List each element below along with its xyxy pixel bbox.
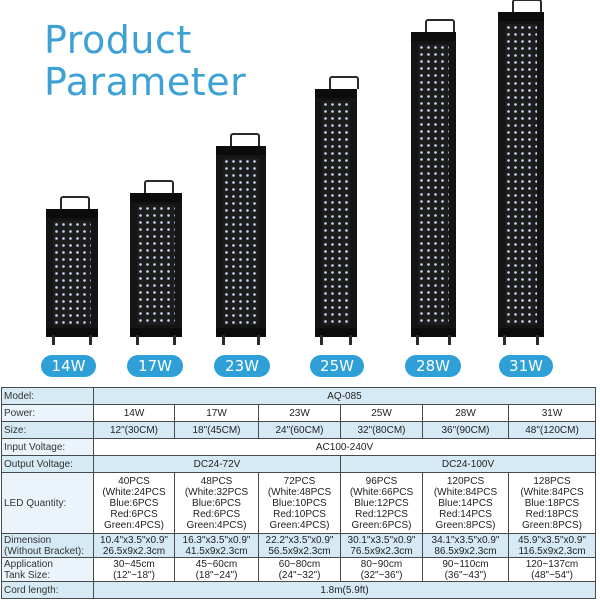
title-line-1: Product [44,18,192,62]
led-light-bar-25w [315,76,359,345]
led-light-bar-31w [498,0,544,345]
led-quantity-cell: 96PCS (White:66PCS Blue:12PCS Red:12PCS Gree… [340,472,423,534]
led-light-bar-14w [46,196,98,345]
dimension-cell: 10.4"x3.5"x0.9" 26.5x9x2.3cm [93,533,175,558]
tank-size-cell: 120~137cm (48"~54") [508,557,596,582]
size-cell: 36"(90CM) [422,421,509,439]
row-size: Size: 12"(30CM) 18"(45CM) 24"(60CM) 32"(… [1,421,596,439]
model-label: Model: [1,387,94,405]
led-light-bar-17w [130,180,182,345]
badge-23w: 23W [214,355,270,377]
row-cord-length: Cord length: 1.8m(5.9ft) [1,581,596,599]
size-cell: 32"(80CM) [340,421,423,439]
dimension-cell: 30.1"x3.5"x0.9" 76.5x9x2.3cm [340,533,423,558]
size-cell: 12"(30CM) [93,421,175,439]
tank-size-label: Application Tank Size: [1,557,94,582]
power-cell: 14W [93,404,175,422]
badge-17w: 17W [127,355,183,377]
tank-size-cell: 80~90cm (32"~36") [340,557,423,582]
dimension-cell: 34.1"x3.5"x0.9" 86.5x9x2.3cm [422,533,509,558]
power-cell: 23W [258,404,341,422]
row-dimension: Dimension (Without Bracket): 10.4"x3.5"x0… [1,533,596,558]
bracket-hook [512,0,542,12]
size-cell: 24"(60CM) [258,421,341,439]
power-label: Power: [1,404,94,422]
badge-25w: 25W [310,355,364,377]
row-led-quantity: LED Quantity: 40PCS (White:24PCS Blue:6PCS… [1,472,596,534]
led-light-bar-23w [216,133,266,345]
bracket-hook [144,180,174,193]
tank-size-cell: 45~60cm (18"~24") [174,557,259,582]
power-cell: 25W [340,404,423,422]
dimension-cell: 22.2"x3.5"x0.9" 56.5x9x2.3cm [258,533,341,558]
power-cell: 31W [508,404,596,422]
badge-31w: 31W [499,355,553,377]
badge-28w: 28W [405,355,461,377]
bracket-hook [60,196,90,209]
size-cell: 48"(120CM) [508,421,596,439]
output-voltage-label: Output Voltage: [1,455,94,473]
tank-size-cell: 30~45cm (12"~18") [93,557,175,582]
row-model: Model: AQ-085 [1,387,596,405]
size-label: Size: [1,421,94,439]
input-voltage-label: Input Voltage: [1,438,94,456]
tank-size-cell: 60~80cm (24"~32") [258,557,341,582]
dimension-cell: 16.3"x3.5"x0.9" 41.5x9x2.3cm [174,533,259,558]
bracket-hook [329,76,359,89]
row-tank-size: Application Tank Size: 30~45cm (12"~18") 4… [1,557,596,582]
led-quantity-cell: 48PCS (White:32PCS Blue:6PCS Red:6PCS Green:… [174,472,259,534]
input-voltage-value: AC100-240V [93,438,596,456]
cord-length-value: 1.8m(5.9ft) [93,581,596,599]
size-cell: 18"(45CM) [174,421,259,439]
model-value: AQ-085 [93,387,596,405]
output-voltage-group-1: DC24-72V [93,455,341,473]
led-quantity-cell: 120PCS (White:84PCS Blue:14PCS Red:14PCS Gre… [422,472,509,534]
led-quantity-cell: 40PCS (White:24PCS Blue:6PCS Red:6PCS Green:… [93,472,175,534]
bracket-hook [425,19,455,32]
badge-14w: 14W [41,355,96,377]
row-power: Power: 14W 17W 23W 25W 28W 31W [1,404,596,422]
led-quantity-label: LED Quantity: [1,472,94,534]
parameter-table: Model: AQ-085 Power: 14W 17W 23W 25W 28W… [1,387,596,599]
cord-length-label: Cord length: [1,581,94,599]
output-voltage-group-2: DC24-100V [340,455,596,473]
power-cell: 17W [174,404,259,422]
tank-size-cell: 90~110cm (36"~43") [422,557,509,582]
dimension-cell: 45.9"x3.5"x0.9" 116.5x9x2.3cm [508,533,596,558]
row-input-voltage: Input Voltage: AC100-240V [1,438,596,456]
led-light-bar-28w [411,19,456,345]
power-cell: 28W [422,404,509,422]
title-line-2: Parameter [44,60,247,104]
bracket-hook [230,133,260,146]
row-output-voltage: Output Voltage: DC24-72V DC24-100V [1,455,596,473]
dimension-label: Dimension (Without Bracket): [1,533,94,558]
led-quantity-cell: 128PCS (White:84PCS Blue:18PCS Red:18PCS Gre… [508,472,596,534]
led-quantity-cell: 72PCS (White:48PCS Blue:10PCS Red:10PCS Gree… [258,472,341,534]
